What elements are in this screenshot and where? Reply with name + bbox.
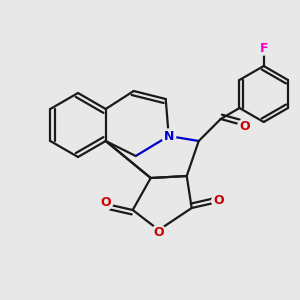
Circle shape <box>162 129 176 143</box>
Circle shape <box>212 194 226 208</box>
Circle shape <box>99 196 113 210</box>
Text: O: O <box>213 194 224 208</box>
Circle shape <box>238 119 252 133</box>
Text: F: F <box>260 41 268 55</box>
Circle shape <box>257 41 271 55</box>
Text: O: O <box>100 196 111 209</box>
Text: N: N <box>164 130 174 142</box>
Text: O: O <box>239 119 250 133</box>
Text: O: O <box>153 226 164 238</box>
Circle shape <box>152 225 166 239</box>
